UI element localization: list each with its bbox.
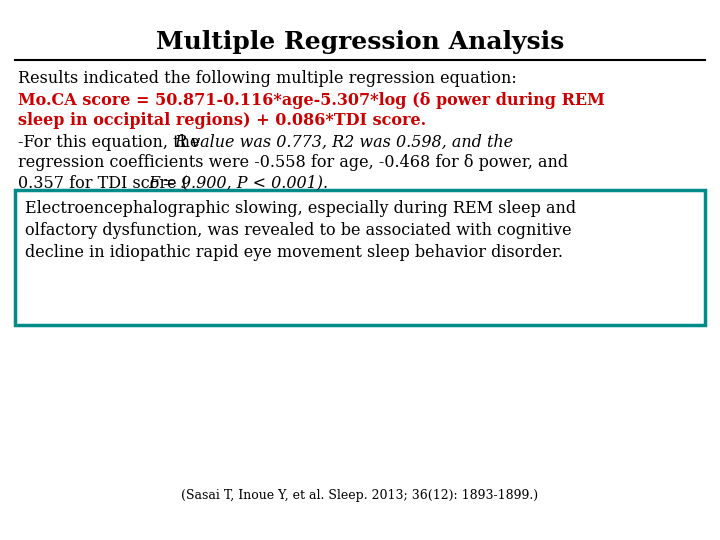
Text: Electroencephalographic slowing, especially during REM sleep and: Electroencephalographic slowing, especia… [25,200,576,217]
Text: Multiple Regression Analysis: Multiple Regression Analysis [156,30,564,54]
Text: F = 9.900, P < 0.001).: F = 9.900, P < 0.001). [148,174,328,191]
Text: olfactory dysfunction, was revealed to be associated with cognitive: olfactory dysfunction, was revealed to b… [25,222,572,239]
Text: Results indicated the following multiple regression equation:: Results indicated the following multiple… [18,70,517,87]
Text: decline in idiopathic rapid eye movement sleep behavior disorder.: decline in idiopathic rapid eye movement… [25,244,563,261]
Text: R value was 0.773, R2 was 0.598, and the: R value was 0.773, R2 was 0.598, and the [174,134,513,151]
Text: sleep in occipital regions) + 0.086*TDI score.: sleep in occipital regions) + 0.086*TDI … [18,112,426,129]
Text: regression coefficients were -0.558 for age, -0.468 for δ power, and: regression coefficients were -0.558 for … [18,154,568,171]
Text: -For this equation, the: -For this equation, the [18,134,204,151]
Text: 0.357 for TDI score (: 0.357 for TDI score ( [18,174,188,191]
FancyBboxPatch shape [15,190,705,325]
Text: Mo.CA score = 50.871-0.116*age-5.307*log (δ power during REM: Mo.CA score = 50.871-0.116*age-5.307*log… [18,92,605,109]
Text: (Sasai T, Inoue Y, et al. Sleep. 2013; 36(12): 1893-1899.): (Sasai T, Inoue Y, et al. Sleep. 2013; 3… [181,489,539,502]
